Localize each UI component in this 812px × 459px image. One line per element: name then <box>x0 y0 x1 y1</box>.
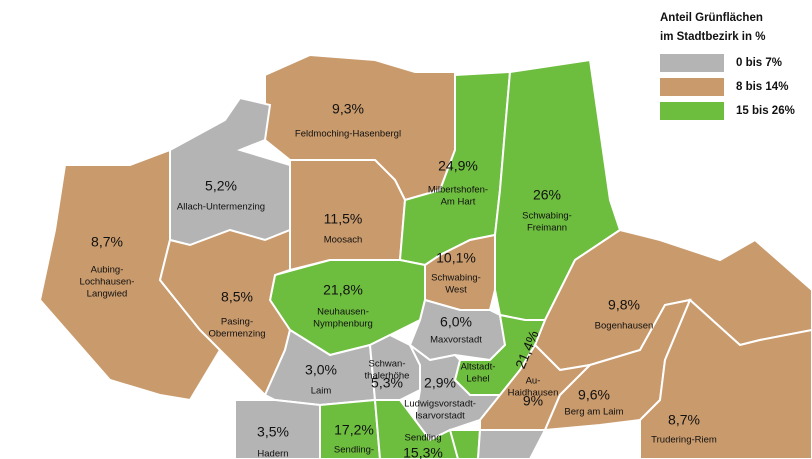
district-name: Lochhausen- <box>80 277 135 288</box>
legend-label: 15 bis 26% <box>736 105 795 117</box>
district-value: 26% <box>533 187 561 203</box>
district-name: Laim <box>311 386 332 397</box>
district-name: Ludwigsvorstadt- <box>404 399 476 410</box>
legend-label: 8 bis 14% <box>736 81 788 93</box>
district-value: 24,9% <box>438 158 478 174</box>
district-name: Schwan- <box>369 359 406 370</box>
district-name: Haidhausen <box>508 388 559 399</box>
district-area <box>319 398 382 459</box>
district-area <box>38 148 222 402</box>
legend-swatch <box>660 78 724 96</box>
district-name: Freimann <box>527 223 567 234</box>
district-value: 9,3% <box>332 101 364 117</box>
legend-label: 0 bis 7% <box>736 57 782 69</box>
district-name: Isarvorstadt <box>415 411 465 422</box>
district-name: Aubing- <box>91 265 124 276</box>
district-area <box>639 298 812 459</box>
district-name: Langwied <box>87 289 128 300</box>
district-value: 2,9% <box>424 375 456 391</box>
district-name: Neuhausen- <box>317 307 369 318</box>
district-value: 3,0% <box>305 362 337 378</box>
district-name: Allach-Untermenzing <box>177 202 265 213</box>
area <box>476 429 547 459</box>
district-name: Schwabing- <box>522 211 572 222</box>
district-value: 8,5% <box>221 289 253 305</box>
district-name: Moosach <box>324 235 363 246</box>
district-name: Milbertshofen- <box>428 185 488 196</box>
legend-swatch <box>660 54 724 72</box>
district-name: Hadern <box>257 449 288 459</box>
district-value: 3,5% <box>257 424 289 440</box>
district-value: 9,8% <box>608 297 640 313</box>
unlabeled-areas <box>448 429 547 459</box>
district-name: Schwabing- <box>431 273 481 284</box>
district-name: Am Hart <box>441 197 476 208</box>
district-area <box>373 399 460 459</box>
district-name: thalerhöhe <box>365 371 410 382</box>
districts <box>38 53 812 459</box>
district-value: 11,5% <box>324 211 363 227</box>
district-name: Sendling <box>405 433 442 444</box>
district-name: Altstadt- <box>461 362 496 373</box>
district-area <box>158 228 292 397</box>
district-value: 9% <box>523 393 543 409</box>
district-value: 15,3% <box>403 445 443 459</box>
district-name: West <box>445 285 467 296</box>
district-value: 8,7% <box>668 412 700 428</box>
district-name: Lehel <box>466 374 489 385</box>
district-value: 5,2% <box>205 178 237 194</box>
district-area <box>479 343 593 431</box>
district-value: 21,8% <box>323 282 363 298</box>
legend-swatch <box>660 102 724 120</box>
district-name: Pasing- <box>221 317 253 328</box>
district-name: Berg am Laim <box>564 407 623 418</box>
district-value: 17,2% <box>334 422 374 438</box>
district-value: 10,1% <box>436 250 476 266</box>
legend-title: im Stadtbezirk in % <box>660 31 765 43</box>
district-name: Obermenzing <box>208 329 265 340</box>
legend-title: Anteil Grünflächen <box>660 12 763 24</box>
district-name: Nymphenburg <box>313 319 373 330</box>
district-labels: 9,3% Feldmoching-Hasenbergl 5,2% Allach-Unt… <box>80 101 717 459</box>
district-name: Feldmoching-Hasenbergl <box>295 129 401 140</box>
legend: Anteil Grünflächen im Stadtbezirk in % 0 b… <box>660 12 795 120</box>
district-name: Au- <box>526 376 541 387</box>
district-value: 8,7% <box>91 234 123 250</box>
district-name: Maxvorstadt <box>430 335 482 346</box>
district-value: 5,3% <box>371 375 403 391</box>
district-name: Sendling- <box>334 445 374 456</box>
district-value: 9,6% <box>578 387 610 403</box>
district-name: Trudering-Riem <box>651 435 717 446</box>
district-value: 6,0% <box>440 314 472 330</box>
district-name: Bogenhausen <box>595 321 654 332</box>
